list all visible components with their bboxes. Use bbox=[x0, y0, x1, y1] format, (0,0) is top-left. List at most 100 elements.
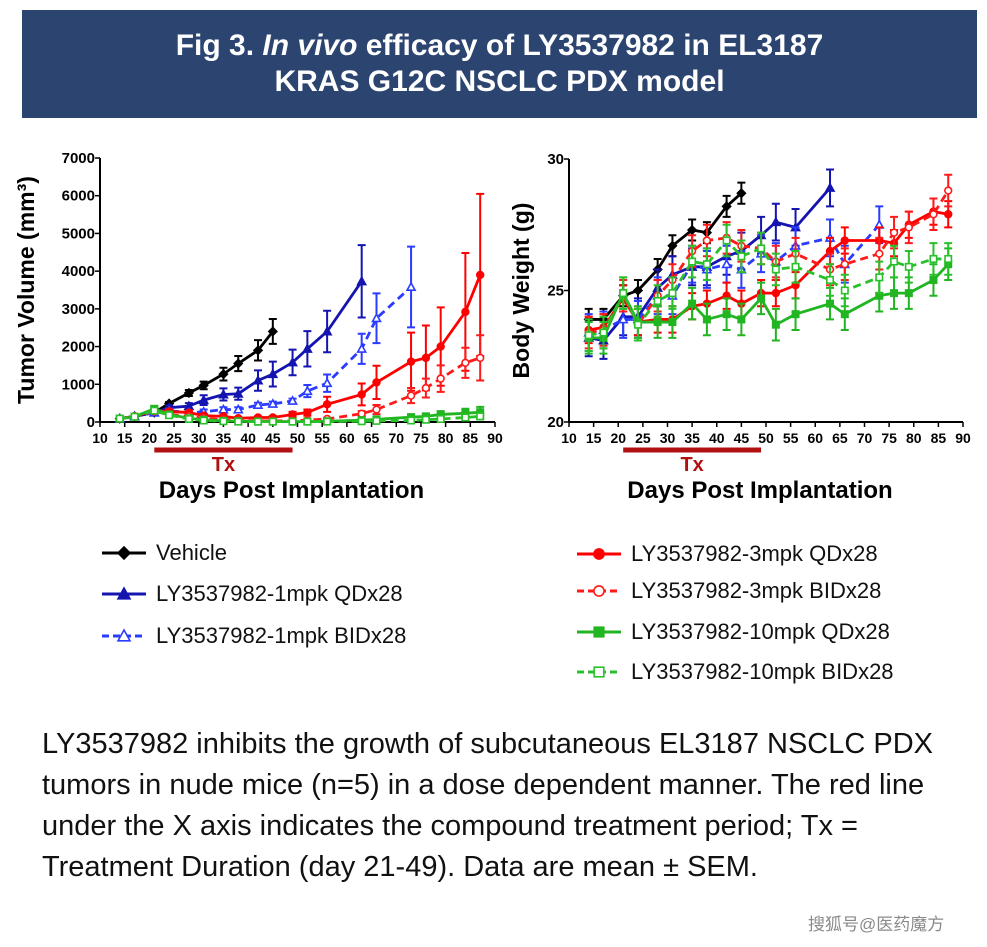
data-point bbox=[633, 320, 642, 329]
x-tick-label: 90 bbox=[955, 430, 971, 446]
legend-item: LY3537982-10mpk BIDx28 bbox=[575, 657, 894, 687]
x-tick-label: 80 bbox=[438, 430, 454, 446]
x-tick-label: 15 bbox=[117, 430, 133, 446]
title-line-1: Fig 3. In vivo efficacy of LY3537982 in … bbox=[175, 29, 824, 62]
x-tick-label: 65 bbox=[832, 430, 848, 446]
series-line bbox=[119, 285, 413, 420]
data-point bbox=[252, 399, 264, 410]
data-point bbox=[929, 275, 938, 284]
data-point bbox=[323, 417, 332, 426]
x-tick-label: 20 bbox=[142, 430, 158, 446]
x-tick-label: 10 bbox=[561, 430, 577, 446]
x-tick-label: 50 bbox=[758, 430, 774, 446]
legend-label: Vehicle bbox=[156, 540, 227, 565]
data-point bbox=[653, 297, 662, 306]
legend-swatch-icon bbox=[102, 586, 146, 600]
data-point bbox=[268, 417, 277, 426]
data-point bbox=[737, 315, 746, 324]
x-tick-label: 80 bbox=[906, 430, 922, 446]
data-point bbox=[890, 289, 899, 298]
x-tick-label: 30 bbox=[660, 430, 676, 446]
data-point bbox=[904, 289, 913, 298]
data-point bbox=[771, 265, 780, 274]
data-point bbox=[771, 320, 780, 329]
data-point bbox=[619, 289, 628, 298]
data-point bbox=[944, 254, 953, 263]
data-point bbox=[889, 228, 899, 237]
data-point bbox=[688, 257, 697, 266]
data-point bbox=[303, 417, 312, 426]
x-tick-label: 35 bbox=[684, 430, 700, 446]
legend-marker bbox=[593, 626, 605, 638]
data-point bbox=[476, 412, 485, 421]
data-point bbox=[287, 395, 298, 405]
body-weight-chart: 10 15 20 25 30 35 40 45 50 55 60 65 70 75 80 85 90 20 25 30… bbox=[508, 151, 971, 504]
data-point bbox=[406, 391, 416, 400]
data-point bbox=[405, 281, 417, 291]
legend-marker bbox=[593, 666, 605, 678]
data-point bbox=[219, 417, 228, 426]
data-point bbox=[461, 358, 470, 367]
data-point bbox=[653, 318, 662, 327]
data-point bbox=[288, 417, 297, 426]
legend-marker bbox=[593, 585, 605, 597]
data-point bbox=[599, 328, 608, 337]
data-point bbox=[232, 388, 244, 398]
legend-label: LY3537982-3mpk QDx28 bbox=[631, 541, 878, 566]
data-point bbox=[407, 416, 416, 425]
y-tick-label: 25 bbox=[547, 283, 564, 300]
y-tick-label: 1000 bbox=[62, 376, 95, 393]
data-point bbox=[321, 325, 333, 336]
data-point bbox=[357, 390, 366, 399]
data-point bbox=[371, 312, 382, 323]
data-point bbox=[826, 275, 835, 284]
data-point bbox=[252, 345, 264, 356]
data-point bbox=[183, 387, 195, 399]
data-point bbox=[302, 385, 313, 396]
legend-item: Vehicle bbox=[100, 538, 227, 568]
data-point bbox=[875, 273, 884, 282]
x-tick-label: 45 bbox=[265, 430, 281, 446]
data-point bbox=[198, 380, 209, 391]
y-tick-label: 4000 bbox=[62, 263, 95, 280]
x-tick-label: 30 bbox=[191, 430, 207, 446]
data-point bbox=[421, 353, 431, 363]
data-point bbox=[267, 398, 279, 408]
legend-swatch-icon bbox=[577, 585, 621, 597]
data-point bbox=[436, 414, 445, 423]
data-point bbox=[406, 357, 416, 366]
data-point bbox=[302, 343, 313, 353]
data-point bbox=[667, 240, 678, 251]
data-point bbox=[198, 394, 210, 405]
x-tick-label: 10 bbox=[92, 430, 108, 446]
data-point bbox=[372, 416, 381, 425]
data-point bbox=[904, 262, 913, 271]
data-point bbox=[130, 412, 139, 421]
data-point bbox=[721, 201, 732, 212]
data-point bbox=[722, 310, 731, 319]
y-tick-label: 20 bbox=[547, 414, 564, 431]
legend-swatch-icon bbox=[102, 628, 146, 642]
data-point bbox=[165, 411, 174, 420]
legend-label: LY3537982-10mpk QDx28 bbox=[631, 619, 890, 644]
data-point bbox=[875, 249, 884, 258]
data-point bbox=[824, 182, 836, 192]
y-tick-label: 5000 bbox=[62, 225, 95, 242]
data-point bbox=[771, 288, 781, 298]
legend-marker bbox=[593, 548, 605, 560]
series-line bbox=[588, 223, 881, 334]
data-point bbox=[356, 343, 368, 353]
legend-label: LY3537982-1mpk BIDx28 bbox=[156, 623, 407, 648]
data-point bbox=[436, 342, 445, 351]
data-point bbox=[668, 318, 677, 327]
series-6 bbox=[584, 223, 953, 352]
data-point bbox=[218, 388, 229, 399]
series-2 bbox=[583, 205, 885, 352]
x-tick-label: 40 bbox=[240, 430, 256, 446]
x-tick-label: 60 bbox=[339, 430, 355, 446]
data-point bbox=[303, 408, 312, 417]
data-point bbox=[770, 216, 782, 227]
legend-swatch-icon bbox=[577, 666, 621, 678]
data-point bbox=[421, 383, 431, 393]
data-point bbox=[632, 285, 644, 296]
